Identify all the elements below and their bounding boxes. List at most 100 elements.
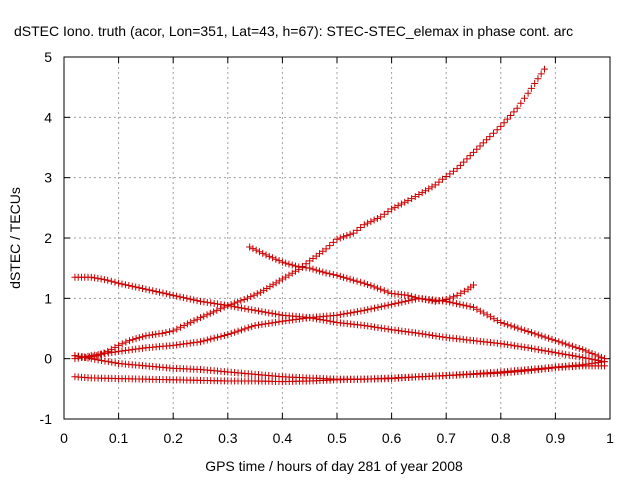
- data-point: [262, 251, 270, 259]
- data-point: [100, 349, 108, 357]
- axis-ticks: 0 0.1 0.2 0.3 0.4 0.5 0.6 0.7 0.8 0.9 1 -1 0 1 2 3 4 5: [40, 49, 615, 446]
- data-point: [251, 306, 259, 314]
- data-point: [263, 285, 271, 293]
- data-point: [439, 333, 447, 341]
- data-point: [431, 297, 439, 305]
- data-point: [431, 181, 439, 189]
- data-point: [442, 296, 450, 304]
- data-point: [548, 348, 556, 356]
- data-point: [183, 320, 191, 328]
- data-point: [237, 326, 245, 334]
- data-point: [176, 293, 184, 301]
- data-point: [452, 300, 460, 308]
- data-point: [582, 347, 590, 355]
- data-point: [107, 345, 115, 353]
- data-point: [418, 295, 426, 303]
- data-point: [401, 297, 409, 305]
- data-point: [572, 343, 580, 351]
- data-point: [288, 261, 296, 269]
- data-point: [528, 344, 536, 352]
- data-point: [415, 329, 423, 337]
- data-point: [415, 294, 423, 302]
- data-point: [510, 108, 518, 116]
- data-point: [340, 310, 348, 318]
- data-point: [486, 133, 494, 141]
- series-2: [71, 294, 609, 363]
- x-tick-label: 0: [60, 430, 68, 446]
- data-point: [425, 331, 433, 339]
- data-point: [252, 246, 260, 254]
- x-tick-label: 1: [606, 430, 614, 446]
- data-point: [275, 277, 283, 285]
- data-point: [213, 306, 221, 314]
- data-point: [132, 335, 140, 343]
- data-point: [138, 285, 146, 293]
- data-point: [272, 318, 280, 326]
- data-point: [360, 221, 368, 229]
- data-point: [220, 331, 228, 339]
- data-point: [269, 254, 277, 262]
- data-point: [187, 318, 195, 326]
- data-point: [346, 275, 354, 283]
- data-point: [237, 297, 245, 305]
- data-point: [329, 238, 337, 246]
- data-point: [370, 216, 378, 224]
- data-point: [524, 328, 532, 336]
- data-point: [575, 344, 583, 352]
- data-point: [275, 257, 283, 265]
- data-point: [453, 165, 461, 173]
- data-point: [249, 245, 257, 253]
- data-point: [517, 343, 525, 351]
- data-point: [200, 337, 208, 345]
- data-point: [466, 152, 474, 160]
- y-tick-label: 4: [44, 109, 52, 125]
- data-point: [224, 302, 232, 310]
- data-point: [517, 99, 525, 107]
- data-point: [275, 318, 283, 326]
- data-point: [357, 224, 365, 232]
- data-point: [500, 320, 508, 328]
- data-point: [510, 342, 518, 350]
- data-point: [371, 304, 379, 312]
- x-tick-label: 0.5: [327, 430, 347, 446]
- data-point: [288, 269, 296, 277]
- data-point: [217, 305, 225, 313]
- data-point: [456, 300, 464, 308]
- data-point: [490, 315, 498, 323]
- data-point: [521, 343, 529, 351]
- y-tick-label: 0: [44, 351, 52, 367]
- data-point: [234, 298, 242, 306]
- data-point: [326, 242, 334, 250]
- data-point: [115, 279, 123, 287]
- data-point: [473, 145, 481, 153]
- x-tick-label: 0.1: [109, 430, 129, 446]
- data-point: [326, 270, 334, 278]
- data-point: [121, 281, 129, 289]
- data-point: [210, 299, 218, 307]
- data-point: [333, 235, 341, 243]
- data-point: [507, 112, 515, 120]
- data-point: [493, 126, 501, 134]
- data-point: [246, 243, 254, 251]
- data-point: [135, 284, 143, 292]
- data-point: [258, 308, 266, 316]
- data-point: [306, 264, 314, 272]
- data-point: [207, 335, 215, 343]
- data-point: [397, 200, 405, 208]
- data-point: [203, 298, 211, 306]
- data-point: [555, 338, 563, 346]
- data-point: [257, 288, 265, 296]
- data-point: [540, 65, 548, 73]
- data-point: [139, 333, 147, 341]
- data-point: [312, 266, 320, 274]
- data-point: [562, 350, 570, 358]
- x-axis-title: GPS time / hours of day 281 of year 2008: [205, 458, 463, 474]
- data-point: [517, 325, 525, 333]
- data-point: [193, 297, 201, 305]
- data-point: [100, 276, 108, 284]
- data-point: [388, 300, 396, 308]
- x-tick-label: 0.2: [163, 430, 183, 446]
- data-point: [575, 353, 583, 361]
- data-point: [520, 94, 528, 102]
- data-point: [159, 289, 167, 297]
